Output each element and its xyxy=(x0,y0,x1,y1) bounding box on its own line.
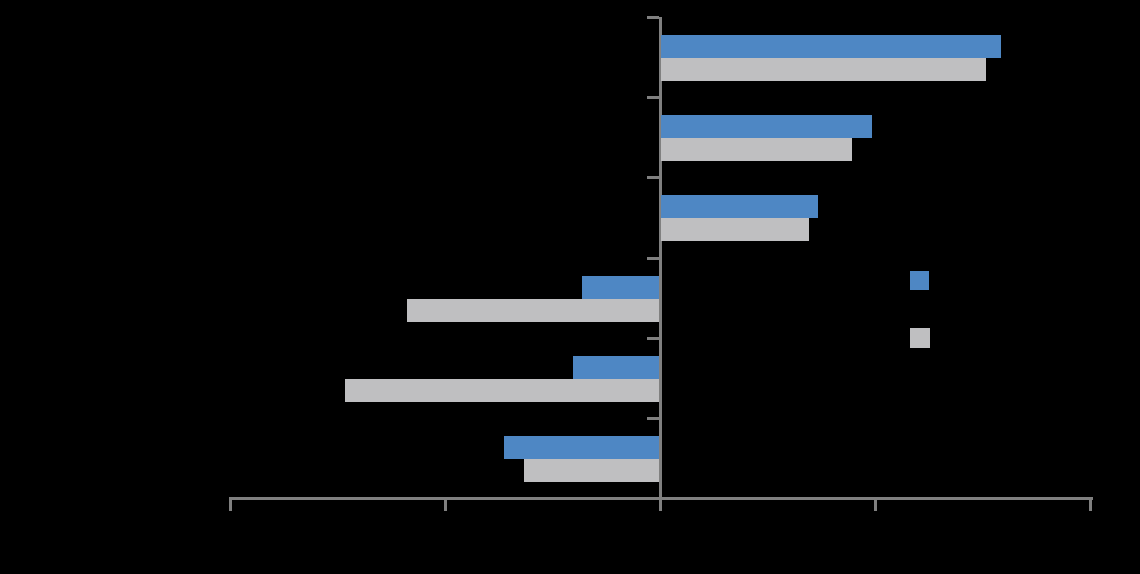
bar-blue-series-group-2 xyxy=(661,115,872,138)
bar-blue-series-group-5 xyxy=(573,356,659,379)
bar-gray-series-group-5 xyxy=(345,379,659,402)
bar-blue-series-group-3 xyxy=(661,195,818,218)
bar-gray-series-group-1 xyxy=(661,58,986,81)
legend-swatch-blue xyxy=(910,271,929,290)
y-axis-line xyxy=(659,17,662,500)
x-axis-tick xyxy=(229,499,232,511)
y-axis-tick xyxy=(647,176,659,179)
x-axis-tick xyxy=(444,499,447,511)
x-axis-tick xyxy=(874,499,877,511)
x-axis-line xyxy=(229,497,1093,500)
x-axis-tick xyxy=(1089,499,1092,511)
y-axis-tick xyxy=(647,16,659,19)
bar-gray-series-group-4 xyxy=(407,299,659,322)
y-axis-tick xyxy=(647,96,659,99)
x-axis-tick xyxy=(659,499,662,511)
bar-gray-series-group-3 xyxy=(661,218,809,241)
bar-gray-series-group-2 xyxy=(661,138,852,161)
y-axis-tick xyxy=(647,337,659,340)
legend-swatch-gray xyxy=(910,328,930,348)
bar-blue-series-group-1 xyxy=(661,35,1001,58)
bar-blue-series-group-6 xyxy=(504,436,659,459)
y-axis-tick xyxy=(647,257,659,260)
bar-gray-series-group-6 xyxy=(524,459,659,482)
bar-blue-series-group-4 xyxy=(582,276,659,299)
y-axis-tick xyxy=(647,417,659,420)
